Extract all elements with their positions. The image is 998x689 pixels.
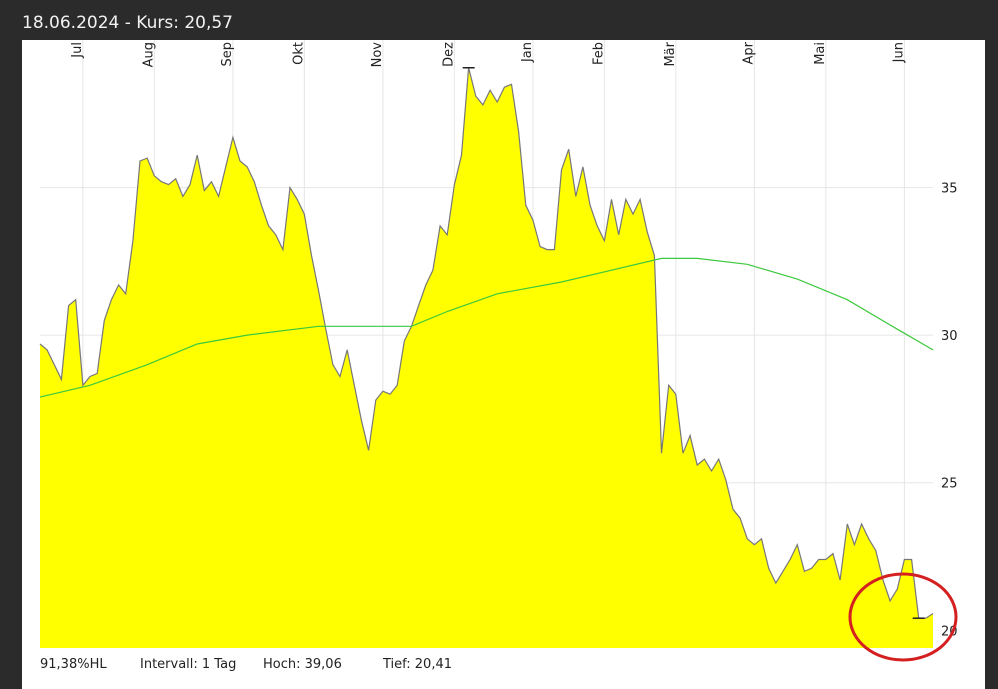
x-tick-label: Feb — [591, 42, 606, 65]
area-fill — [40, 67, 933, 648]
footer-text: Tief: 20,41 — [382, 657, 452, 672]
moving-average-line — [39, 257, 934, 398]
y-tick-label: 35 — [941, 182, 958, 197]
x-tick-label: Jun — [891, 42, 906, 63]
header: 18.06.2024 - Kurs: 20,57 — [22, 13, 233, 33]
y-tick-label: 25 — [941, 477, 958, 492]
x-tick-label: Mai — [813, 42, 828, 65]
footer-text: Hoch: 39,06 — [263, 657, 342, 672]
x-tick-label: Mär — [663, 41, 678, 66]
footer-text: 91,38%HL — [40, 657, 107, 672]
highlight-circle — [848, 572, 958, 662]
x-tick-label: Sep — [220, 42, 235, 67]
footer-text: Intervall: 1 Tag — [140, 657, 236, 672]
y-tick-label: 30 — [941, 329, 958, 344]
x-tick-label: Jan — [520, 42, 535, 63]
x-tick-label: Dez — [441, 42, 456, 67]
x-tick-label: Aug — [141, 42, 156, 67]
x-tick-label: Apr — [741, 41, 756, 64]
price-line — [39, 67, 934, 619]
x-tick-label: Okt — [291, 42, 306, 65]
x-tick-label: Jul — [70, 42, 85, 59]
x-tick-label: Nov — [370, 42, 385, 68]
